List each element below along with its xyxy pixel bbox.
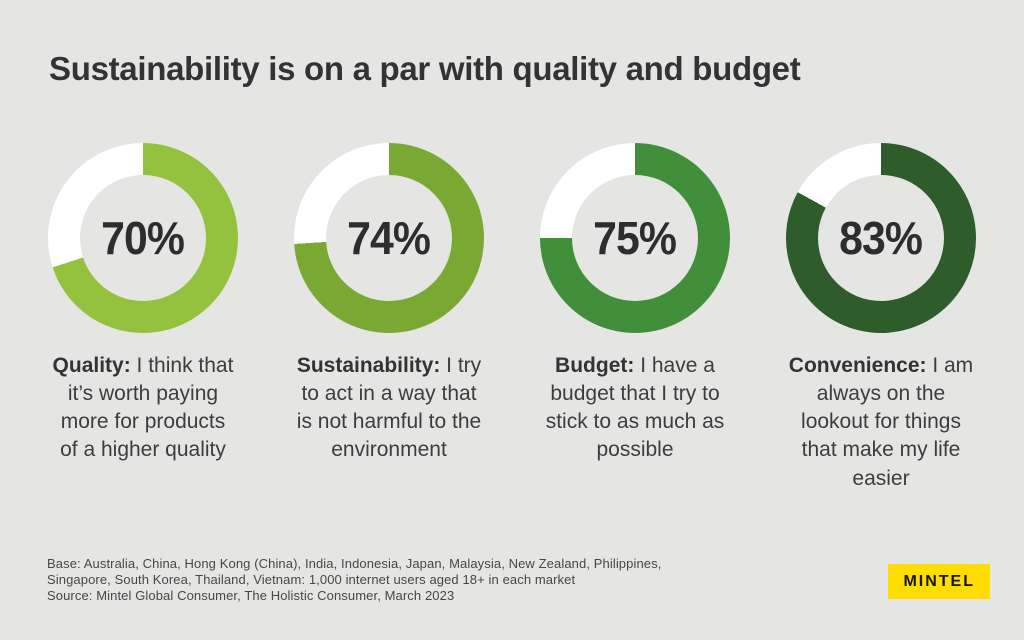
footnote-base-line2: Singapore, South Korea, Thailand, Vietna…: [47, 572, 576, 587]
percentage-label: 74%: [347, 212, 432, 264]
donut-hole: 83%: [818, 175, 944, 301]
percentage-label: 70%: [101, 212, 186, 264]
donut-ring-sustainability: 74%: [294, 143, 484, 333]
donut-hole: 70%: [80, 175, 206, 301]
caption-term: Budget:: [555, 354, 635, 377]
mintel-logo: MINTEL: [888, 564, 990, 599]
caption-convenience: Convenience: I am always on the lookout …: [788, 352, 974, 493]
caption-quality: Quality: I think that it’s worth paying …: [50, 352, 236, 465]
caption-text: I think that it’s worth paying more for …: [60, 354, 234, 462]
caption-sustainability: Sustainability: I try to act in a way th…: [296, 352, 482, 465]
footnote: Base: Australia, China, Hong Kong (China…: [47, 556, 661, 604]
donut-hole: 75%: [572, 175, 698, 301]
caption-term: Sustainability:: [296, 354, 441, 377]
card-convenience: 83% Convenience: I am always on the look…: [758, 143, 1004, 493]
caption-term: Quality:: [52, 354, 131, 377]
footnote-base-line1: Base: Australia, China, Hong Kong (China…: [47, 556, 662, 571]
card-sustainability: 74% Sustainability: I try to act in a wa…: [266, 143, 512, 493]
caption-budget: Budget: I have a budget that I try to st…: [542, 352, 728, 465]
card-budget: 75% Budget: I have a budget that I try t…: [512, 143, 758, 493]
caption-term: Convenience:: [788, 354, 927, 377]
donut-hole: 74%: [326, 175, 452, 301]
card-quality: 70% Quality: I think that it’s worth pay…: [20, 143, 266, 493]
percentage-label: 83%: [839, 212, 924, 264]
caption-text: I try to act in a way that is not harmfu…: [296, 354, 482, 462]
page-title: Sustainability is on a par with quality …: [49, 50, 801, 87]
donut-ring-quality: 70%: [48, 143, 238, 333]
donut-ring-budget: 75%: [540, 143, 730, 333]
caption-text: I am always on the lookout for things th…: [801, 354, 974, 490]
donut-chart-row: 70% Quality: I think that it’s worth pay…: [20, 143, 1004, 493]
footnote-source: Source: Mintel Global Consumer, The Holi…: [47, 588, 455, 603]
caption-text: I have a budget that I try to stick to a…: [545, 354, 725, 462]
percentage-label: 75%: [593, 212, 678, 264]
donut-ring-convenience: 83%: [786, 143, 976, 333]
